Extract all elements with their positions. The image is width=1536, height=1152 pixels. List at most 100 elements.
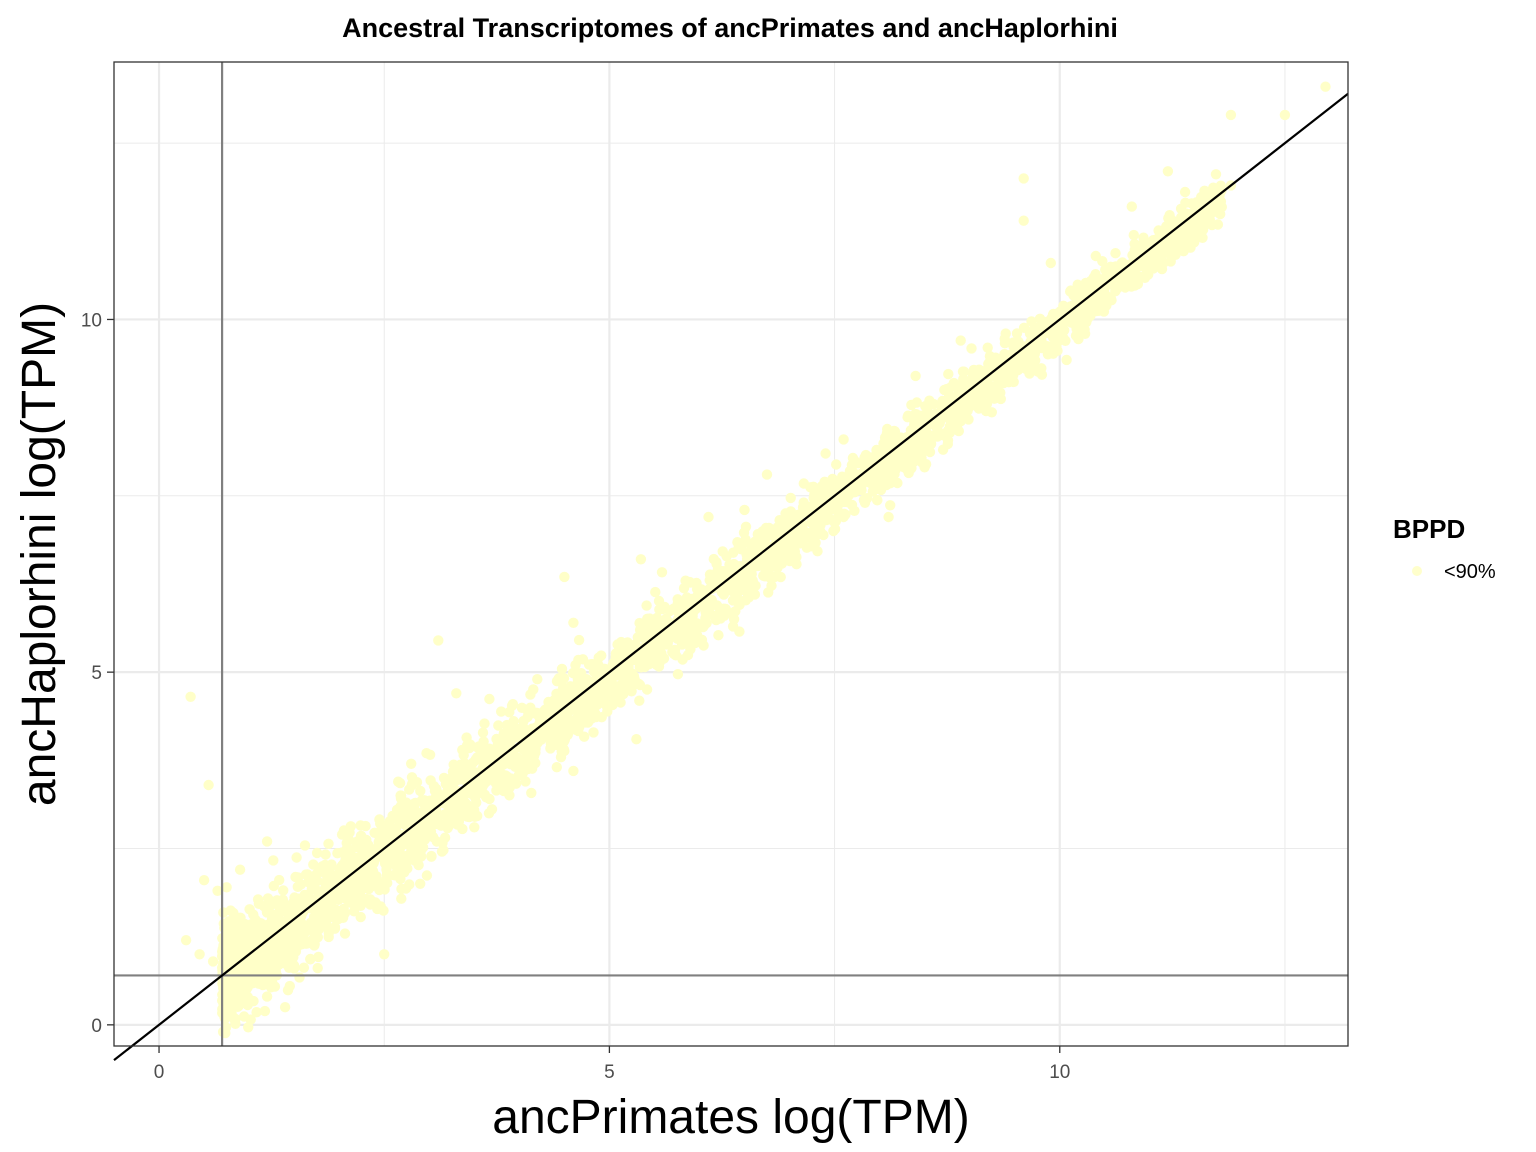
data-point <box>638 631 649 642</box>
data-point <box>312 885 323 897</box>
data-point <box>225 905 236 916</box>
data-point <box>243 1022 254 1033</box>
data-point <box>262 893 274 904</box>
data-point <box>636 662 647 673</box>
data-point <box>438 772 450 784</box>
data-point <box>575 709 586 720</box>
data-point <box>356 838 367 849</box>
data-point <box>288 963 300 974</box>
data-point <box>1126 201 1138 212</box>
data-point <box>496 706 507 717</box>
data-point <box>230 1013 241 1025</box>
data-point <box>268 855 279 866</box>
data-point <box>504 782 515 793</box>
data-point <box>868 476 879 487</box>
data-point <box>323 931 334 943</box>
data-point <box>343 834 355 846</box>
data-point <box>1045 257 1057 269</box>
data-point <box>668 648 680 660</box>
data-point <box>613 668 624 679</box>
data-point <box>642 613 653 624</box>
data-point <box>415 878 426 889</box>
data-point <box>892 477 903 489</box>
data-point <box>670 628 681 639</box>
legend-title: BPPD <box>1393 514 1465 544</box>
data-point <box>703 511 714 523</box>
data-point <box>1090 250 1102 262</box>
data-point <box>574 676 586 687</box>
data-point <box>194 949 205 960</box>
data-point <box>761 567 772 578</box>
data-point <box>268 880 279 892</box>
data-point <box>979 366 990 377</box>
data-point <box>785 492 796 504</box>
data-point <box>269 981 281 992</box>
data-point <box>383 848 394 859</box>
data-point <box>233 920 244 931</box>
data-point <box>920 401 931 412</box>
data-point <box>525 702 536 713</box>
data-point <box>634 617 645 629</box>
data-point <box>185 691 196 702</box>
data-point <box>791 559 802 570</box>
data-point <box>966 343 977 354</box>
data-point <box>465 739 476 750</box>
data-point <box>339 888 351 899</box>
data-point <box>907 449 918 460</box>
data-point <box>261 991 273 1002</box>
data-point <box>895 432 906 443</box>
data-point <box>761 469 773 480</box>
data-point <box>820 448 831 459</box>
data-point <box>653 595 665 607</box>
data-point <box>889 468 900 480</box>
data-point <box>732 593 744 604</box>
data-point <box>1161 243 1172 255</box>
data-point <box>999 338 1011 349</box>
data-point <box>495 772 506 783</box>
data-point <box>234 989 246 1000</box>
legend-entry-label: <90% <box>1444 561 1496 583</box>
data-point <box>761 526 773 537</box>
data-point <box>924 446 936 458</box>
data-point <box>634 695 645 706</box>
data-point <box>943 368 954 380</box>
data-point <box>838 496 849 508</box>
data-point <box>727 621 739 632</box>
data-point <box>536 709 548 720</box>
data-point <box>664 605 675 617</box>
data-point <box>986 407 997 418</box>
data-point <box>346 857 357 869</box>
data-point <box>992 392 1003 403</box>
data-point <box>393 815 405 827</box>
data-point <box>484 693 495 705</box>
data-point <box>634 679 646 691</box>
data-point <box>672 598 683 609</box>
data-point <box>384 816 395 827</box>
data-point <box>394 777 406 789</box>
data-point <box>1090 269 1101 280</box>
data-point <box>798 478 809 489</box>
data-point <box>911 397 922 408</box>
data-point <box>454 793 466 804</box>
data-point <box>1202 189 1214 200</box>
data-point <box>667 620 678 631</box>
data-point <box>1065 285 1077 296</box>
data-point <box>329 923 341 934</box>
data-point <box>396 883 407 895</box>
data-point <box>883 511 894 523</box>
data-point <box>472 778 484 789</box>
data-point <box>546 698 558 709</box>
data-point <box>180 935 192 946</box>
data-point <box>1052 345 1063 356</box>
data-point <box>785 506 796 517</box>
data-point <box>426 850 437 862</box>
data-point <box>431 783 442 795</box>
data-point <box>371 871 382 882</box>
data-point <box>713 630 724 641</box>
data-point <box>457 744 468 756</box>
data-point <box>311 868 322 880</box>
data-point <box>941 383 952 395</box>
data-point <box>302 936 314 947</box>
data-point <box>332 848 343 859</box>
data-point <box>780 544 791 555</box>
